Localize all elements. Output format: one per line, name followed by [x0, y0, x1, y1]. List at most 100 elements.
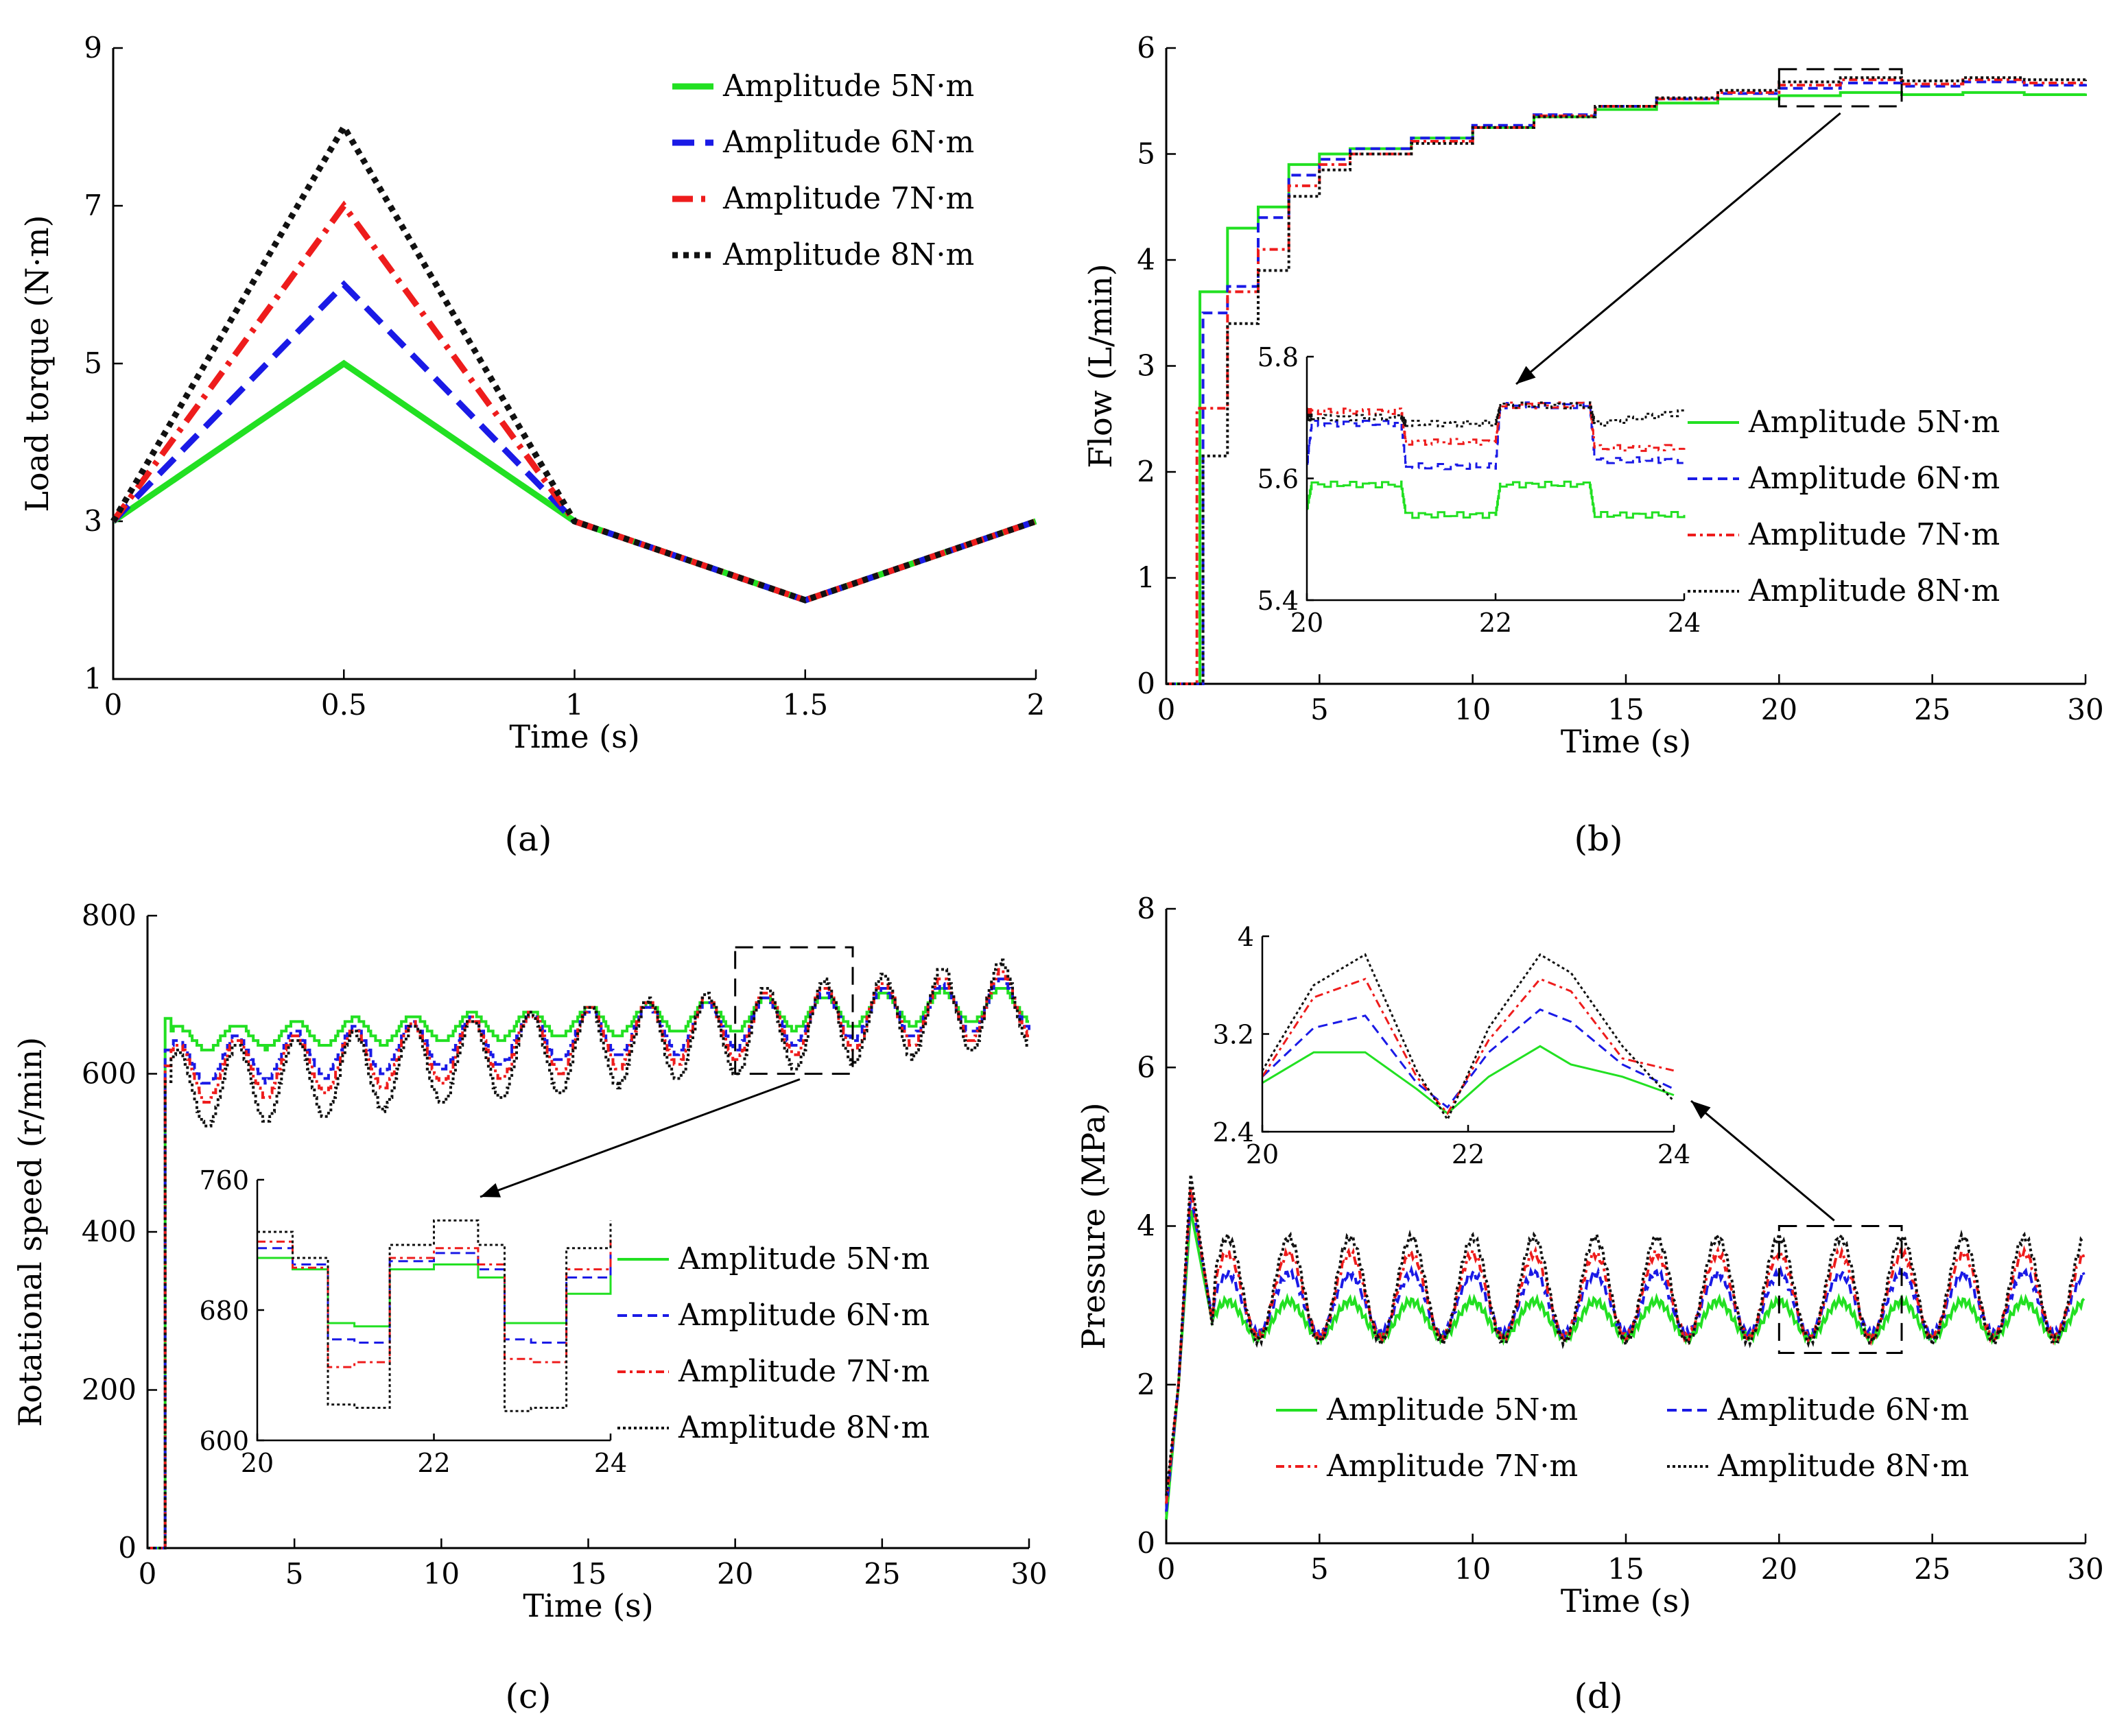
y-tick-label: 760: [199, 1165, 249, 1196]
inset-series-5: [1262, 1045, 1675, 1115]
y-axis-label: Load torque (N·m): [19, 215, 56, 512]
y-tick-label: 6: [1137, 31, 1155, 64]
y-tick-label: 7: [84, 189, 102, 222]
series-line-7: [1165, 1186, 2086, 1504]
y-tick-label: 2.4: [1213, 1117, 1254, 1148]
x-tick-label: 0: [139, 1557, 157, 1591]
x-tick-label: 24: [1657, 1139, 1690, 1169]
panel-caption: (b): [1574, 819, 1622, 859]
x-tick-label: 5: [1310, 693, 1329, 726]
x-tick-label: 0: [1157, 693, 1176, 726]
y-tick-label: 8: [1137, 892, 1155, 925]
zoom-arrow-line: [1515, 112, 1841, 385]
legend-label: Amplitude 7N·m: [722, 181, 974, 216]
x-tick-label: 25: [1914, 1552, 1950, 1586]
legend-label: Amplitude 8N·m: [722, 237, 974, 272]
series-line-6: [147, 977, 1030, 1549]
y-tick-label: 2: [1137, 455, 1155, 488]
y-tick-label: 200: [82, 1373, 137, 1407]
x-tick-label: 20: [241, 1448, 274, 1478]
x-axis-label: Time (s): [509, 718, 639, 755]
legend-label: Amplitude 6N·m: [1748, 461, 2000, 496]
x-tick-label: 30: [1011, 1557, 1047, 1591]
legend-label: Amplitude 7N·m: [1748, 517, 2000, 552]
y-tick-label: 5: [84, 346, 102, 380]
legend-label: Amplitude 6N·m: [722, 125, 974, 160]
legend-label: Amplitude 6N·m: [1717, 1392, 1969, 1427]
series-line-8: [1165, 1174, 2085, 1496]
y-tick-label: 400: [82, 1215, 137, 1248]
inset-plot: 20 22 24 600 680 760: [199, 1165, 627, 1478]
x-tick-label: 10: [1454, 693, 1491, 726]
y-tick-label: 600: [199, 1426, 249, 1456]
legend-label: Amplitude 5N·m: [722, 69, 974, 104]
inset-plot: 20 22 24 2.4 3.2 4: [1213, 922, 1691, 1169]
series-line-8: [1166, 76, 2087, 685]
panel-a: 0 0.5 1 1.5 2 1 3 5 7 9 Time (s) Load torque (N·m) A…: [19, 31, 1045, 859]
y-tick-label: 1: [84, 662, 102, 695]
zoom-arrow-head: [480, 1183, 501, 1198]
x-axis-label: Time (s): [523, 1587, 653, 1624]
legend-label: Amplitude 8N·m: [1748, 573, 2000, 608]
x-axis-label: Time (s): [1561, 1582, 1691, 1619]
inset-series-7: [1261, 977, 1675, 1115]
x-tick-label: 20: [1761, 1552, 1797, 1586]
zoom-box: [734, 946, 854, 1075]
zoom-arrow-head: [1691, 1101, 1711, 1119]
zoom-box: [1777, 68, 1903, 108]
x-tick-label: 0: [1157, 1552, 1176, 1586]
legend-label: Amplitude 8N·m: [678, 1410, 930, 1445]
x-tick-label: 25: [1914, 693, 1950, 726]
x-tick-label: 24: [1668, 608, 1701, 638]
legend-label: Amplitude 5N·m: [678, 1241, 930, 1276]
y-tick-label: 5.4: [1257, 586, 1299, 616]
x-tick-label: 20: [717, 1557, 753, 1591]
series-line-8: [110, 121, 1037, 604]
y-tick-label: 1: [1137, 561, 1155, 595]
y-tick-label: 4: [1137, 1209, 1155, 1243]
x-tick-label: 5: [285, 1557, 304, 1591]
y-tick-label: 5.6: [1257, 464, 1299, 495]
x-tick-label: 24: [594, 1448, 627, 1478]
inset-series-8: [1306, 401, 1686, 428]
x-tick-label: 0: [104, 688, 123, 722]
inset-series-5: [1306, 480, 1686, 519]
x-tick-label: 1.5: [782, 688, 828, 722]
y-tick-label: 0: [118, 1531, 137, 1565]
x-tick-label: 30: [2067, 693, 2103, 726]
y-tick-label: 2: [1137, 1368, 1155, 1401]
inset-series-8: [1261, 953, 1675, 1122]
y-tick-label: 0: [1137, 1526, 1155, 1560]
x-tick-label: 10: [423, 1557, 460, 1591]
x-tick-label: 10: [1454, 1552, 1491, 1586]
series-line-7: [110, 200, 1037, 604]
y-tick-label: 600: [82, 1057, 137, 1091]
inset-series-6: [1306, 401, 1686, 471]
y-tick-label: 800: [82, 899, 137, 932]
inset-series-7: [1306, 401, 1686, 452]
inset-series-6: [1261, 1008, 1675, 1109]
legend-label: Amplitude 8N·m: [1717, 1449, 1969, 1484]
x-tick-label: 0.5: [321, 688, 367, 722]
y-tick-label: 3: [84, 504, 102, 538]
x-tick-label: 20: [1246, 1139, 1279, 1169]
y-tick-label: 3: [1137, 349, 1155, 383]
y-tick-label: 9: [84, 31, 102, 64]
x-tick-label: 20: [1761, 693, 1797, 726]
y-tick-label: 3.2: [1213, 1020, 1254, 1050]
x-tick-label: 15: [1607, 1552, 1644, 1586]
legend-label: Amplitude 7N·m: [1326, 1449, 1578, 1484]
y-tick-label: 4: [1238, 922, 1254, 952]
legend-label: Amplitude 5N·m: [1748, 405, 2000, 440]
x-tick-label: 25: [864, 1557, 900, 1591]
x-axis-label: Time (s): [1561, 723, 1691, 760]
inset-series-8: [257, 1219, 612, 1412]
zoom-arrow-head: [1516, 366, 1536, 384]
zoom-arrow-line: [480, 1078, 801, 1198]
y-tick-label: 0: [1137, 667, 1155, 700]
series-line-8: [147, 958, 1029, 1549]
y-tick-label: 680: [199, 1296, 249, 1326]
